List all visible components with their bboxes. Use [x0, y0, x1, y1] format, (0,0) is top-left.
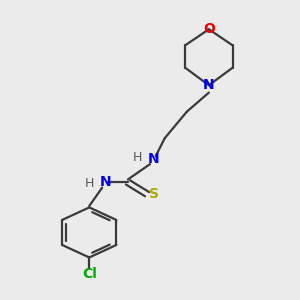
- Text: H: H: [132, 151, 142, 164]
- Text: N: N: [203, 78, 215, 92]
- Text: N: N: [148, 152, 160, 166]
- Text: Cl: Cl: [82, 267, 97, 281]
- Text: N: N: [100, 176, 112, 189]
- Text: S: S: [149, 187, 159, 201]
- Text: O: O: [203, 22, 215, 36]
- Text: H: H: [85, 177, 94, 190]
